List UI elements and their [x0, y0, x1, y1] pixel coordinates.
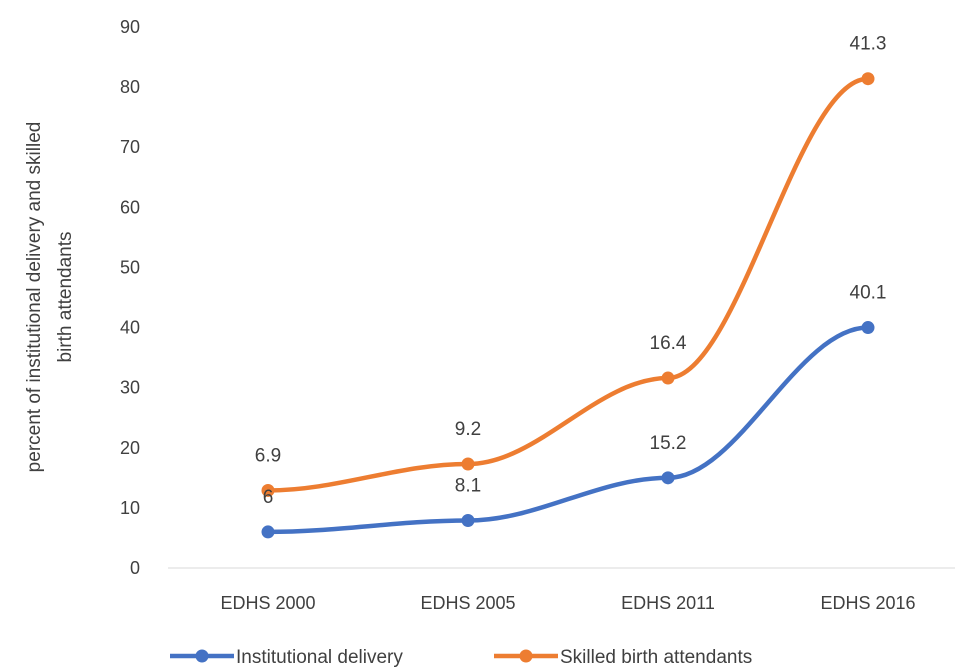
y-tick-label: 0 — [130, 558, 140, 578]
legend-label: Skilled birth attendants — [560, 647, 752, 667]
x-axis-ticks: EDHS 2000 EDHS 2005 EDHS 2011 EDHS 2016 — [220, 593, 915, 613]
y-tick-label: 60 — [120, 197, 140, 217]
data-label: 41.3 — [850, 34, 887, 55]
legend-marker — [195, 649, 209, 663]
y-tick-label: 80 — [120, 77, 140, 97]
y-axis-title-line1: percent of institutional delivery and sk… — [24, 122, 45, 473]
data-point — [861, 321, 875, 335]
y-axis-title: percent of institutional delivery and sk… — [24, 122, 76, 473]
y-tick-label: 90 — [120, 17, 140, 37]
data-label: 16.4 — [650, 333, 687, 354]
data-label: 8.1 — [455, 476, 481, 497]
data-point — [261, 483, 275, 497]
x-tick-label: EDHS 2000 — [220, 593, 315, 613]
y-tick-label: 70 — [120, 137, 140, 157]
y-tick-label: 50 — [120, 257, 140, 277]
legend-item: Institutional delivery — [170, 647, 403, 667]
data-point — [461, 457, 475, 471]
data-labels: 6 8.1 15.2 40.1 6.9 9.2 16.4 41.3 — [255, 34, 887, 508]
series-line — [265, 76, 871, 493]
data-label: 15.2 — [650, 433, 687, 454]
data-point — [861, 72, 875, 86]
series-layer — [261, 72, 875, 539]
data-label: 6.9 — [255, 445, 281, 466]
data-point — [461, 514, 475, 528]
legend-label: Institutional delivery — [236, 647, 403, 667]
series-line — [265, 325, 871, 535]
x-tick-label: EDHS 2005 — [420, 593, 515, 613]
data-point — [661, 371, 675, 385]
data-label: 9.2 — [455, 419, 481, 440]
x-tick-label: EDHS 2016 — [820, 593, 915, 613]
data-point — [661, 471, 675, 485]
data-label: 6 — [263, 487, 274, 508]
y-tick-label: 40 — [120, 318, 140, 338]
y-tick-label: 10 — [120, 498, 140, 518]
x-tick-label: EDHS 2011 — [621, 593, 715, 613]
y-tick-label: 30 — [120, 378, 140, 398]
legend: Institutional delivery Skilled birth atte… — [170, 647, 752, 667]
y-axis-ticks: 0 10 20 30 40 50 60 70 80 90 — [120, 17, 140, 578]
legend-item: Skilled birth attendants — [494, 647, 752, 667]
series-skilled-birth-attendants — [261, 72, 875, 497]
y-axis-title-line2: birth attendants — [55, 232, 76, 363]
data-label: 40.1 — [850, 283, 887, 304]
data-point — [261, 525, 275, 539]
y-tick-label: 20 — [120, 438, 140, 458]
legend-marker — [519, 649, 533, 663]
series-institutional-delivery — [261, 321, 875, 539]
